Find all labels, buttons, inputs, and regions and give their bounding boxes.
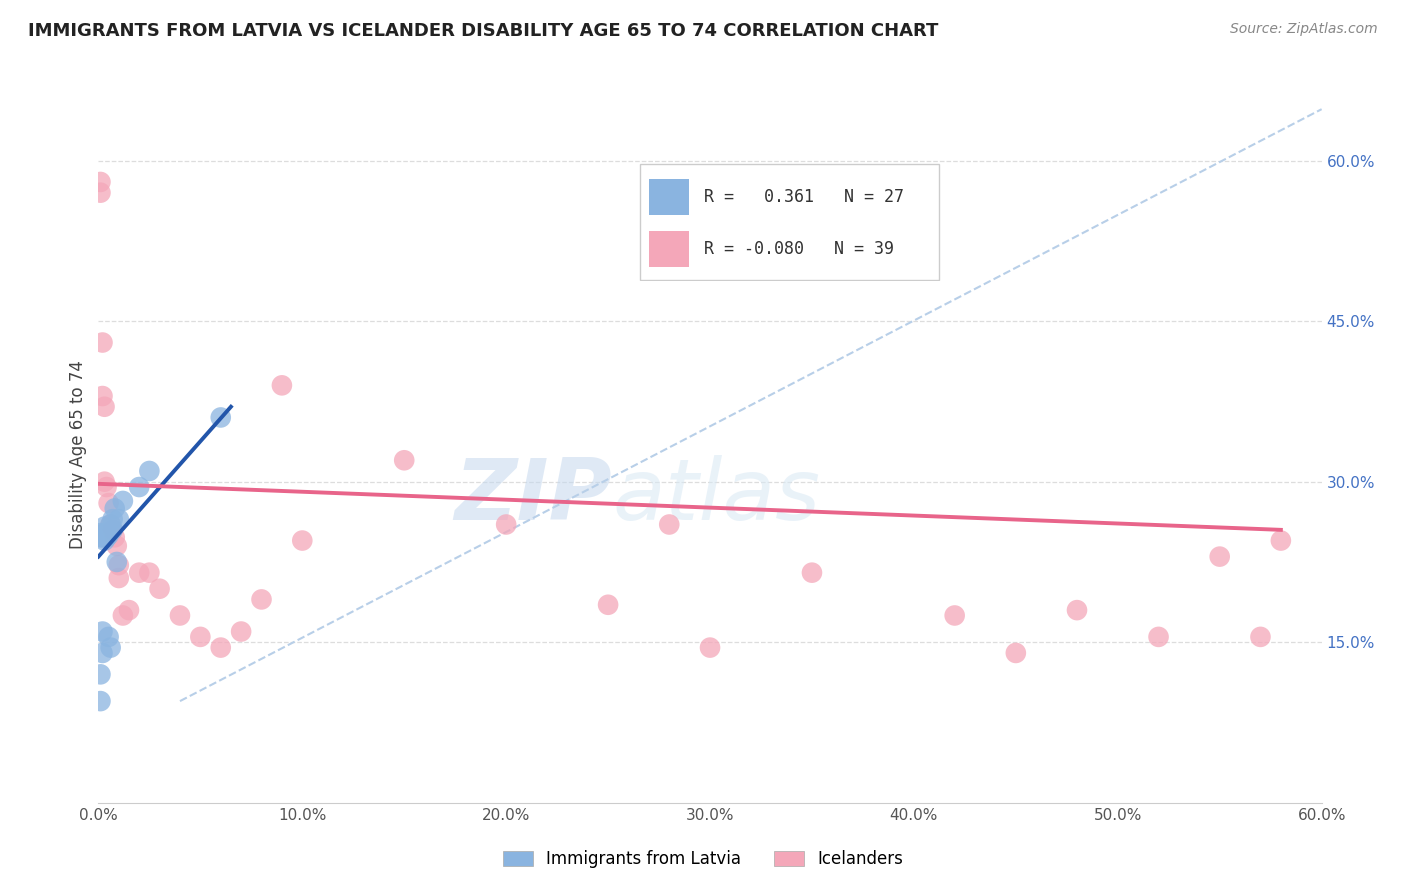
Text: atlas: atlas — [612, 455, 820, 538]
Point — [392, 453, 416, 467]
Point — [1066, 603, 1088, 617]
Point — [89, 694, 111, 708]
Text: ZIP: ZIP — [454, 455, 612, 538]
Point — [101, 523, 124, 537]
Point — [93, 519, 115, 533]
Point — [97, 496, 120, 510]
Point — [93, 533, 115, 548]
Point — [96, 480, 118, 494]
Point — [138, 566, 160, 580]
Point — [188, 630, 212, 644]
Point — [89, 530, 111, 544]
Point — [89, 526, 111, 541]
Point — [91, 530, 114, 544]
Point — [100, 517, 122, 532]
Point — [89, 667, 111, 681]
Point — [111, 608, 134, 623]
Point — [495, 517, 517, 532]
Point — [169, 608, 191, 623]
Point — [111, 494, 134, 508]
FancyBboxPatch shape — [640, 164, 939, 280]
Point — [91, 389, 114, 403]
Text: R = -0.080   N = 39: R = -0.080 N = 39 — [704, 240, 894, 258]
Point — [149, 582, 172, 596]
Point — [89, 175, 111, 189]
Point — [89, 528, 111, 542]
Point — [91, 624, 114, 639]
Point — [1249, 630, 1271, 644]
Point — [291, 533, 314, 548]
Point — [100, 640, 122, 655]
Point — [138, 464, 160, 478]
Text: R =   0.361   N = 27: R = 0.361 N = 27 — [704, 188, 904, 206]
Point — [93, 475, 115, 489]
Point — [100, 517, 122, 532]
Point — [1270, 533, 1292, 548]
Point — [101, 512, 124, 526]
Point — [96, 528, 118, 542]
Point — [1209, 549, 1232, 564]
Point — [104, 530, 127, 544]
Point — [1004, 646, 1026, 660]
Legend: Immigrants from Latvia, Icelanders: Immigrants from Latvia, Icelanders — [496, 844, 910, 875]
Point — [231, 624, 253, 639]
Point — [97, 630, 120, 644]
Bar — [650, 179, 689, 215]
Point — [943, 608, 966, 623]
Point — [598, 598, 620, 612]
Point — [801, 566, 824, 580]
Point — [97, 528, 120, 542]
Point — [93, 526, 115, 541]
Point — [89, 186, 111, 200]
Point — [105, 539, 128, 553]
Text: Source: ZipAtlas.com: Source: ZipAtlas.com — [1230, 22, 1378, 37]
Point — [128, 480, 150, 494]
Point — [96, 530, 118, 544]
Point — [209, 410, 232, 425]
Point — [209, 640, 232, 655]
Point — [105, 555, 128, 569]
Point — [250, 592, 273, 607]
Point — [91, 646, 114, 660]
Point — [699, 640, 721, 655]
Point — [658, 517, 681, 532]
Point — [101, 523, 124, 537]
Point — [104, 501, 127, 516]
Point — [91, 528, 114, 542]
Point — [118, 603, 141, 617]
Point — [108, 558, 131, 573]
Point — [91, 335, 114, 350]
Point — [270, 378, 294, 392]
Point — [108, 512, 131, 526]
Y-axis label: Disability Age 65 to 74: Disability Age 65 to 74 — [69, 360, 87, 549]
Point — [108, 571, 131, 585]
Bar — [650, 231, 689, 267]
Point — [1147, 630, 1170, 644]
Text: IMMIGRANTS FROM LATVIA VS ICELANDER DISABILITY AGE 65 TO 74 CORRELATION CHART: IMMIGRANTS FROM LATVIA VS ICELANDER DISA… — [28, 22, 938, 40]
Point — [93, 400, 115, 414]
Point — [128, 566, 150, 580]
